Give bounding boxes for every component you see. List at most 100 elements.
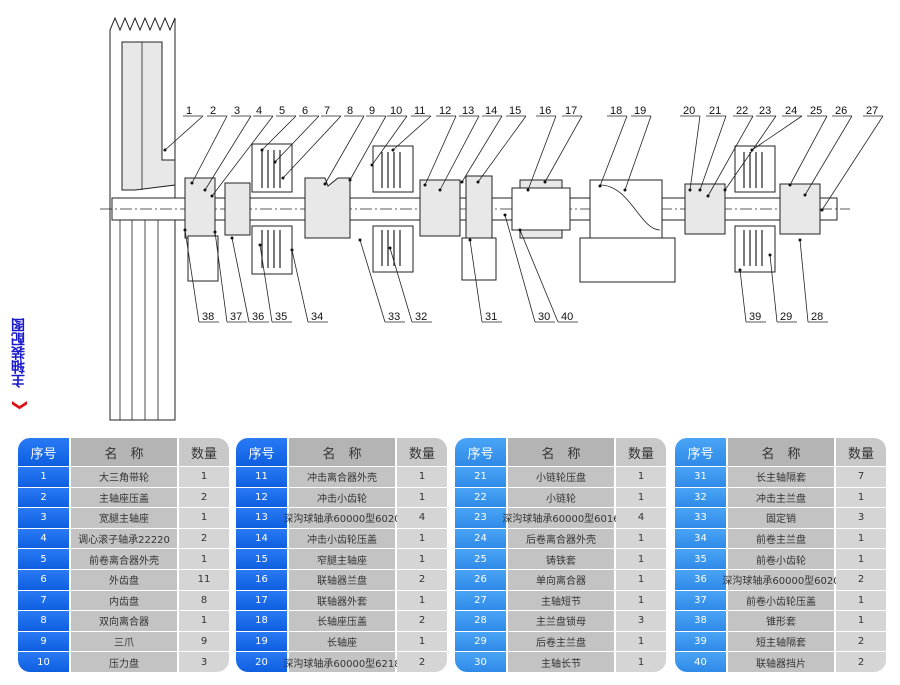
part-number: 11: [236, 467, 287, 487]
callout-dot: [358, 238, 362, 242]
part-quantity: 1: [616, 549, 666, 569]
callout-leader: [439, 115, 480, 191]
table-row: 38 锥形套 1: [675, 610, 886, 631]
part-number: 40: [675, 652, 726, 672]
table-row: 33 固定销 3: [675, 507, 886, 528]
callout-label: 5: [279, 105, 285, 117]
callout-leader: [349, 115, 387, 181]
callout-leader: [477, 115, 527, 183]
callout-label: 9: [369, 105, 375, 117]
callout-leader: [504, 214, 536, 323]
table-row: 14 冲击小齿轮压盖 1: [236, 527, 447, 549]
callout-label: 27: [866, 105, 878, 117]
table-row: 26 单向离合器 1: [455, 568, 666, 590]
part-number: 22: [455, 487, 506, 508]
table-row: 8 双向离合器 1: [18, 610, 229, 631]
part-name: 长轴座: [289, 631, 395, 652]
callout-label: 10: [390, 105, 402, 117]
part-quantity: 1: [397, 487, 447, 508]
callout-leader: [599, 115, 628, 187]
callout-label: 11: [414, 105, 425, 117]
callout-leader: [231, 237, 250, 323]
part-name: 单向离合器: [508, 569, 614, 590]
part-quantity: 2: [836, 631, 886, 652]
callout-label: 38: [202, 311, 214, 323]
part-name: 固定销: [728, 508, 834, 528]
part-number: 4: [18, 528, 69, 549]
callout-leader: [821, 115, 884, 211]
table-row: 40 联轴器挡片 2: [675, 651, 886, 672]
callout-dot: [391, 148, 395, 152]
part-number: 30: [455, 652, 506, 672]
part-name: 后卷离合器外壳: [508, 528, 614, 549]
part-name: 双向离合器: [71, 611, 177, 631]
table-row: 32 冲击主兰盘 1: [675, 486, 886, 508]
callout-label: 18: [610, 105, 622, 117]
callout-label: 26: [835, 105, 847, 117]
part-quantity: 3: [179, 652, 229, 672]
part-quantity: 1: [616, 569, 666, 590]
callout-label: 36: [252, 311, 264, 323]
callout-leader: [699, 115, 727, 191]
table-row: 27 主轴短节 1: [455, 589, 666, 611]
part-name: 宽腿主轴座: [71, 508, 177, 528]
part-quantity: 1: [397, 549, 447, 569]
table-row: 6 外齿盘 11: [18, 568, 229, 590]
callout-dot: [323, 182, 327, 186]
callout-dot: [281, 176, 285, 180]
part-number: 27: [455, 590, 506, 611]
part-number: 12: [236, 487, 287, 508]
callout-label: 33: [388, 311, 400, 323]
callout-dot: [738, 268, 742, 272]
part-number: 24: [455, 528, 506, 549]
part-number: 10: [18, 652, 69, 672]
part-number: 29: [455, 631, 506, 652]
callout-leader: [259, 244, 273, 323]
table-row: 22 小链轮 1: [455, 486, 666, 508]
table-header: 序号名 称数量: [236, 438, 447, 466]
drawing-title: 主轴装配图: [11, 318, 27, 388]
callout-label: 23: [759, 105, 771, 117]
callout-dot: [723, 188, 727, 192]
part-name: 前卷小齿轮: [728, 549, 834, 569]
table-header: 序号名 称数量: [455, 438, 666, 466]
part-name: 后卷主兰盘: [508, 631, 614, 652]
part-number: 37: [675, 590, 726, 611]
table-row: 17 联轴器外套 1: [236, 589, 447, 611]
table-row: 31 长主轴隔套 7: [675, 466, 886, 487]
part-quantity: 2: [179, 487, 229, 508]
part-quantity: 1: [179, 467, 229, 487]
part-number: 18: [236, 611, 287, 631]
table-row: 16 联轴器兰盘 2: [236, 568, 447, 590]
table-row: 35 前卷小齿轮 1: [675, 548, 886, 569]
callout-dot: [210, 194, 214, 198]
callout-dot: [688, 188, 692, 192]
callout-dot: [503, 213, 507, 217]
table-row: 3 宽腿主轴座 1: [18, 507, 229, 528]
part-number: 8: [18, 611, 69, 631]
callout-dot: [258, 243, 262, 247]
callout-leader: [371, 115, 408, 166]
callout-leader: [724, 115, 777, 191]
table-row: 30 主轴长节 1: [455, 651, 666, 672]
callout-leader: [324, 115, 365, 185]
parts-table: 序号名 称数量 21 小链轮压盘 1 22 小链轮 1 23 深沟球轴承60000型6016 4 2…: [455, 438, 666, 672]
part-quantity: 2: [836, 652, 886, 672]
callout-leader: [261, 115, 297, 151]
callout-leader: [291, 249, 309, 323]
part-quantity: 1: [397, 590, 447, 611]
part-callouts: 1 2 3 4 5 6 7 8 9 10 11 12 13 14 15 16 17 18 19 20 21 22 23 24 2…: [163, 105, 884, 323]
part-number: 39: [675, 631, 726, 652]
callout-label: 30: [538, 311, 550, 323]
part-quantity: 1: [616, 590, 666, 611]
callout-label: 31: [485, 311, 497, 323]
callout-leader: [282, 115, 342, 179]
table-header: 序号名 称数量: [18, 438, 229, 466]
coupling: [511, 187, 571, 231]
part-name: 深沟球轴承60000型6218: [283, 652, 401, 672]
callout-dot: [190, 181, 194, 185]
part-number: 36: [675, 569, 726, 590]
callout-leader: [164, 115, 204, 151]
header-qty: 数量: [397, 438, 447, 466]
callout-leader: [689, 115, 701, 191]
